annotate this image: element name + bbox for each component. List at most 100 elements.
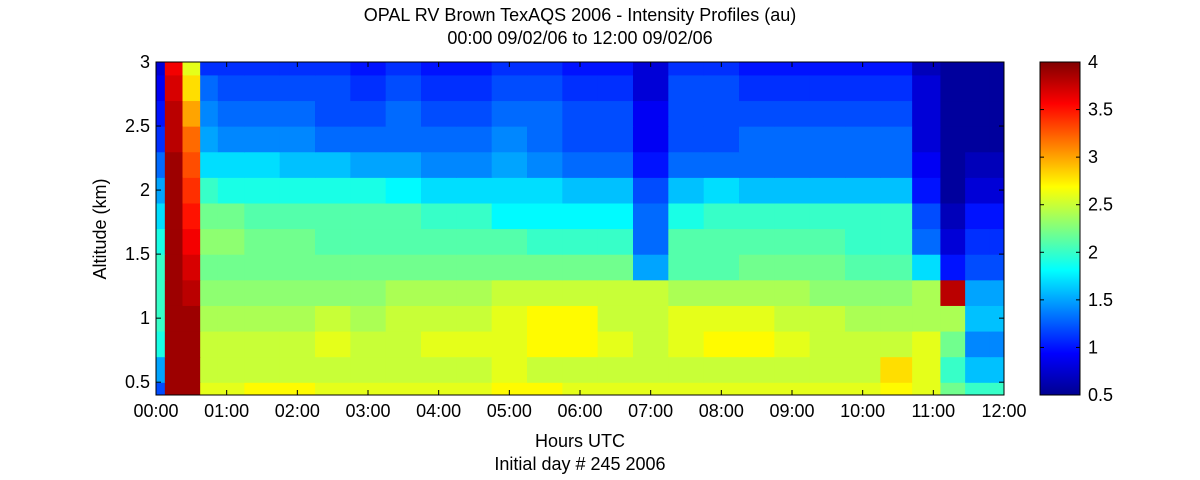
heatmap-cell <box>421 151 457 178</box>
heatmap-cell <box>156 151 166 178</box>
heatmap-cell <box>491 202 528 230</box>
heatmap-cell <box>562 356 599 383</box>
heatmap-cell <box>244 254 281 281</box>
heatmap-cell <box>597 330 634 358</box>
heatmap-cell <box>912 279 941 306</box>
x-tick-label: 10:00 <box>840 401 885 421</box>
heatmap-cell <box>597 356 634 383</box>
heatmap-cell <box>774 202 811 230</box>
x-axis: 00:00 01:00 02:00 03:00 04:00 05:00 06:00 07:00… <box>133 62 1027 421</box>
heatmap-cell <box>217 126 245 153</box>
x-tick-label: 12:00 <box>981 401 1026 421</box>
heatmap-cell <box>527 305 563 332</box>
heatmap-cell <box>527 62 563 76</box>
heatmap-cell <box>845 62 881 76</box>
heatmap-cell <box>527 74 563 102</box>
heatmap-cell <box>350 177 387 204</box>
heatmap-cell <box>456 228 493 255</box>
heatmap-cell <box>421 100 457 127</box>
heatmap-plot-area <box>156 62 1004 395</box>
heatmap-cell <box>739 330 775 358</box>
heatmap-cell <box>350 254 387 281</box>
heatmap-cell <box>279 202 316 230</box>
heatmap-cell <box>597 62 634 76</box>
heatmap-cell <box>774 228 811 255</box>
y-tick-label: 1 <box>140 308 150 328</box>
heatmap-cell <box>703 382 740 395</box>
heatmap-cell <box>244 202 281 230</box>
heatmap-cell <box>739 151 775 178</box>
heatmap-cell <box>809 228 846 255</box>
heatmap-cell <box>421 356 457 383</box>
heatmap-cell <box>350 330 387 358</box>
heatmap-cell <box>279 228 316 255</box>
heatmap-cell <box>845 177 881 204</box>
heatmap-cell <box>200 202 219 230</box>
heatmap-cell <box>385 62 422 76</box>
heatmap-cell <box>279 62 316 76</box>
heatmap-cell <box>633 100 669 127</box>
heatmap-cell <box>989 382 1004 395</box>
heatmap-cell <box>156 382 166 395</box>
heatmap-cell <box>774 305 811 332</box>
heatmap-cell <box>279 177 316 204</box>
heatmap-cell <box>217 74 245 102</box>
heatmap-cell <box>156 74 166 102</box>
heatmap-cell <box>217 305 245 332</box>
heatmap-cell <box>940 254 966 281</box>
heatmap-cell <box>739 74 775 102</box>
heatmap-cell <box>315 100 351 127</box>
heatmap-cell <box>217 330 245 358</box>
heatmap-cell <box>965 202 991 230</box>
heatmap-cell <box>739 100 775 127</box>
heatmap-cell <box>244 74 281 102</box>
heatmap-cell <box>244 100 281 127</box>
heatmap-cell <box>491 151 528 178</box>
heatmap-cell <box>703 330 740 358</box>
heatmap-cell <box>965 330 991 358</box>
heatmap-cell <box>385 151 422 178</box>
x-tick-label: 00:00 <box>133 401 178 421</box>
heatmap-cell <box>845 305 881 332</box>
heatmap-cell <box>880 126 913 153</box>
heatmap-cell <box>774 254 811 281</box>
heatmap-cell <box>562 202 599 230</box>
heatmap-cell <box>633 382 669 395</box>
heatmap-cell <box>739 254 775 281</box>
heatmap-cell <box>989 305 1004 332</box>
x-tick-label: 04:00 <box>416 401 461 421</box>
heatmap-cell <box>315 177 351 204</box>
heatmap-cell <box>164 177 184 204</box>
heatmap-cell <box>456 177 493 204</box>
heatmap-cell <box>491 330 528 358</box>
heatmap-cell <box>845 100 881 127</box>
heatmap-cell <box>456 126 493 153</box>
heatmap-cell <box>880 330 913 358</box>
heatmap-cell <box>385 382 422 395</box>
heatmap-cell <box>156 330 166 358</box>
heatmap-cell <box>385 100 422 127</box>
heatmap-cell <box>845 382 881 395</box>
heatmap-cell <box>421 62 457 76</box>
heatmap-cell <box>774 382 811 395</box>
heatmap-cell <box>491 74 528 102</box>
heatmap-cell <box>845 254 881 281</box>
heatmap-cell <box>809 279 846 306</box>
heatmap-cell <box>668 382 705 395</box>
colorbar-tick-label: 2 <box>1088 242 1098 262</box>
heatmap-cell <box>491 305 528 332</box>
heatmap-cell <box>809 62 846 76</box>
heatmap-cell <box>965 228 991 255</box>
heatmap-cell <box>217 100 245 127</box>
heatmap-cell <box>491 254 528 281</box>
heatmap-cell <box>597 100 634 127</box>
heatmap-cell <box>456 100 493 127</box>
heatmap-cell <box>880 100 913 127</box>
heatmap-cell <box>350 382 387 395</box>
heatmap-cell <box>880 151 913 178</box>
heatmap-cell <box>200 356 219 383</box>
heatmap-cell <box>989 330 1004 358</box>
heatmap-cell <box>200 228 219 255</box>
heatmap-cell <box>164 202 184 230</box>
heatmap-cell <box>880 254 913 281</box>
